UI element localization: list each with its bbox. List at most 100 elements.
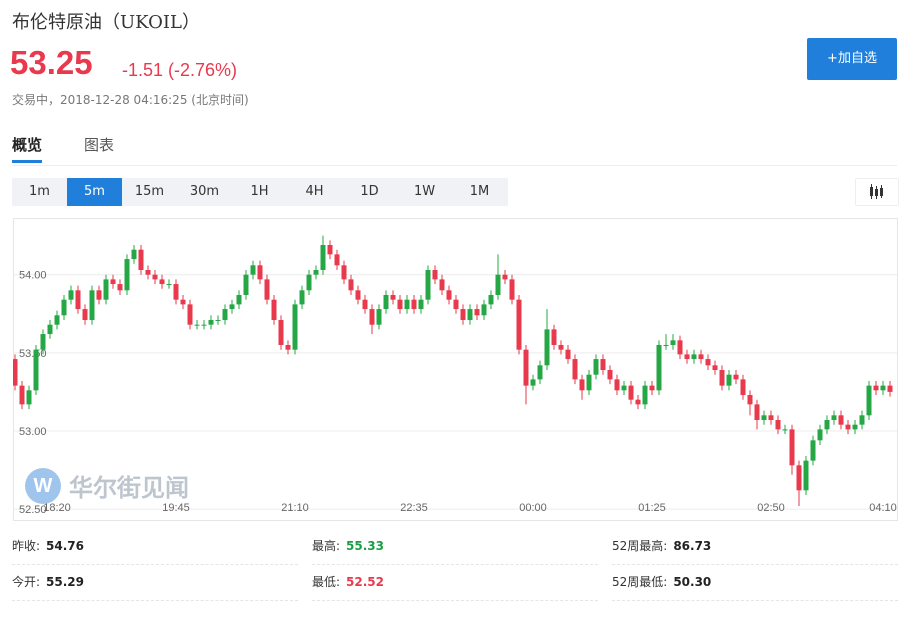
add-watchlist-button[interactable]: +加自选 — [807, 38, 897, 80]
tab[interactable]: 图表 — [84, 136, 115, 154]
candle-body — [355, 290, 361, 300]
candle-body — [40, 334, 46, 350]
candle-body — [817, 429, 823, 441]
stat: 今开: 55.29 — [12, 564, 298, 601]
candle-body — [859, 415, 865, 425]
candle-body — [110, 279, 116, 285]
candle-body — [201, 324, 207, 326]
chart: W 华尔街见闻 52.50 53.00 53.50 54.00 18:20 19:45 21… — [13, 218, 898, 521]
stat-label: 最高: — [312, 539, 341, 553]
candle-body — [250, 265, 256, 275]
candle-icon — [870, 184, 883, 199]
candle-body — [628, 385, 634, 400]
period-button[interactable]: 4H — [305, 184, 324, 199]
candle-body — [341, 265, 347, 280]
period-button[interactable]: 30m — [189, 184, 220, 199]
candle-body — [257, 265, 263, 280]
candle-body — [495, 274, 501, 295]
candle-body — [824, 420, 830, 430]
candle-body — [236, 295, 242, 305]
period-button[interactable]: 1D — [360, 184, 379, 199]
candle-body — [82, 309, 88, 320]
candle-body — [159, 279, 165, 285]
x-tick-label: 19:45 — [162, 502, 190, 514]
candle-body — [411, 299, 417, 310]
period-button[interactable]: 5m — [67, 178, 122, 206]
watermark-text: 华尔街见闻 — [69, 474, 189, 502]
candle-body — [222, 309, 228, 320]
chart-frame — [13, 218, 898, 521]
candle-body — [285, 345, 291, 350]
candle-body — [565, 349, 571, 360]
candle-body — [194, 324, 200, 326]
candle-body — [117, 284, 123, 291]
candle-body — [103, 279, 109, 300]
candle-body — [733, 374, 739, 380]
code: （UKOIL） — [102, 12, 200, 33]
candle-body — [425, 270, 431, 300]
period-button[interactable]: 1H — [250, 184, 269, 199]
candle-body — [537, 365, 543, 380]
y-tick-label: 53.50 — [19, 348, 47, 360]
stat-label: 今开: — [12, 575, 41, 589]
svg-text:W: W — [34, 475, 53, 497]
candle-body — [523, 349, 529, 386]
period-button[interactable]: 1W — [413, 184, 436, 199]
candle-body — [404, 299, 410, 310]
candle-body — [19, 385, 25, 405]
tab[interactable]: 概览 — [12, 134, 43, 163]
price: 53.25 — [10, 44, 93, 81]
period-button[interactable]: 15m — [134, 184, 165, 199]
candle-body — [502, 274, 508, 280]
period-button[interactable]: 1M — [469, 184, 490, 199]
stat-value: 55.33 — [346, 539, 385, 553]
x-tick-label: 02:50 — [757, 502, 785, 514]
y-tick-label: 53.00 — [19, 426, 47, 438]
period-button[interactable]: 1m — [29, 184, 50, 199]
candle-body — [887, 385, 893, 392]
candle-body — [271, 299, 277, 320]
candle-body — [334, 254, 340, 266]
candle-body — [33, 349, 39, 391]
y-axis: 52.50 53.00 53.50 54.00 — [14, 270, 897, 516]
candle-body — [845, 424, 851, 430]
watermark: W 华尔街见闻 — [25, 468, 189, 504]
x-tick-label: 01:25 — [638, 502, 666, 514]
stat-value: 54.76 — [46, 539, 85, 553]
candle-body — [26, 390, 32, 405]
candle-body — [642, 385, 648, 405]
candle-body — [327, 245, 333, 255]
candle-body — [180, 299, 186, 305]
chart-type-button[interactable] — [855, 178, 899, 206]
candle-body — [691, 354, 697, 360]
candle-body — [376, 309, 382, 325]
x-tick-label: 18:20 — [43, 502, 71, 514]
candle-body — [439, 279, 445, 291]
candle-body — [530, 379, 536, 386]
candle-body — [152, 274, 158, 280]
candle-body — [649, 385, 655, 391]
candle-body — [383, 295, 389, 310]
stat-label: 52周最高: — [612, 539, 668, 553]
candle-body — [677, 340, 683, 355]
candle-body — [558, 345, 564, 350]
candle-body — [467, 309, 473, 320]
stat-value: 86.73 — [673, 539, 712, 553]
stat-value: 50.30 — [673, 575, 712, 589]
candle-body — [775, 420, 781, 430]
stat: 最低: 52.52 — [312, 564, 598, 601]
divider — [12, 165, 897, 166]
candle-body — [656, 345, 662, 391]
candle-body — [145, 270, 151, 275]
candle-body — [481, 304, 487, 316]
x-tick-label: 04:10 — [869, 502, 897, 514]
candle-body — [208, 320, 214, 325]
candle-body — [831, 415, 837, 420]
y-tick-label: 54.00 — [19, 270, 47, 282]
candle-body — [47, 324, 53, 335]
candle-body — [516, 299, 522, 350]
candle-body — [551, 329, 557, 345]
candle-body — [789, 429, 795, 466]
candle-body — [670, 340, 676, 345]
